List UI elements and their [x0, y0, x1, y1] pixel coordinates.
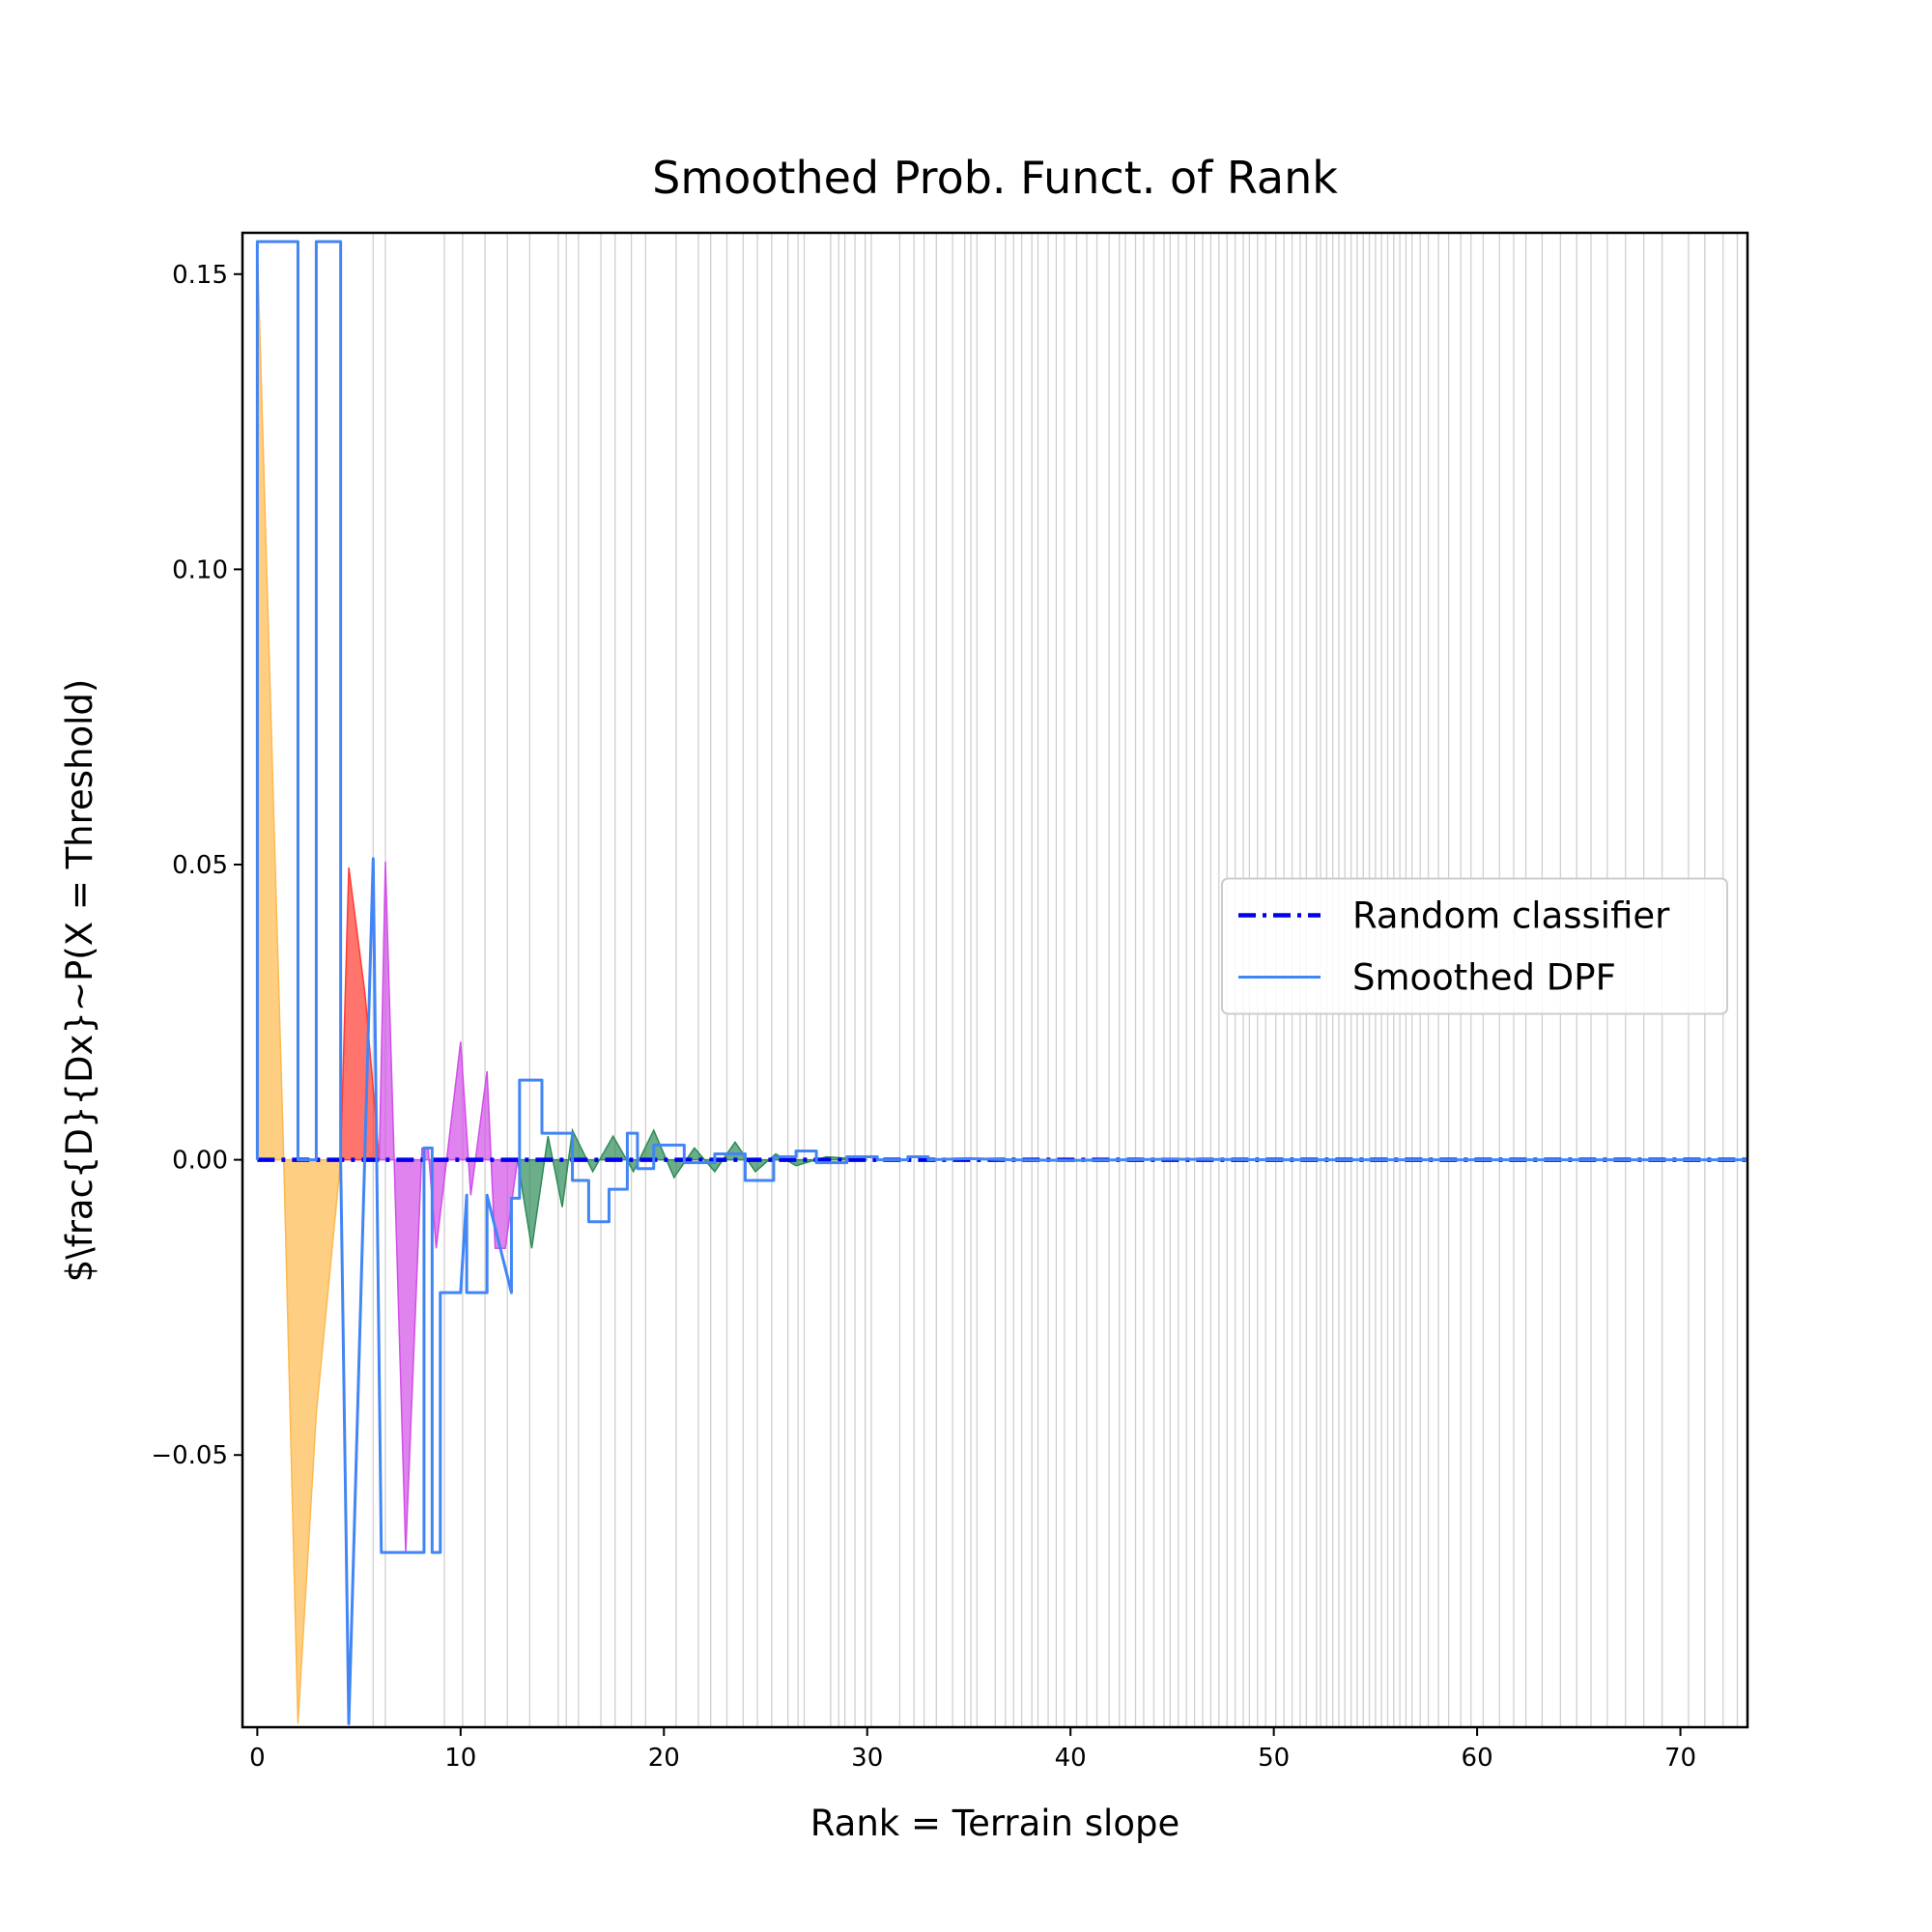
- y-tick-label: 0.15: [172, 261, 228, 290]
- legend-label: Random classifier: [1352, 895, 1670, 937]
- y-tick-label: −0.05: [151, 1441, 228, 1470]
- x-tick-label: 50: [1258, 1744, 1290, 1773]
- y-axis-label: $\frac{D}{Dx}~P(X = Threshold): [59, 679, 100, 1283]
- legend-box: [1221, 877, 1728, 1015]
- x-tick-label: 0: [249, 1744, 266, 1773]
- plot-frame: [241, 231, 1749, 1729]
- axes: 0 10 20 30 40 50 60 70 −0.05 0.00 0.05 0.10 0.15: [151, 261, 1696, 1773]
- x-axis-label: Rank = Terrain slope: [810, 1803, 1179, 1844]
- x-tick-label: 60: [1462, 1744, 1493, 1773]
- series-line: [255, 240, 1747, 1725]
- y-tick-label: 0.10: [172, 555, 228, 584]
- fill-area: [516, 1127, 867, 1249]
- y-tick-label: 0.05: [172, 851, 228, 880]
- x-tick-label: 30: [851, 1744, 883, 1773]
- x-tick-label: 70: [1664, 1744, 1696, 1773]
- legend: Random classifier Smoothed DPF: [1221, 877, 1728, 1015]
- y-tick-label: 0.00: [172, 1147, 228, 1176]
- legend-label: Smoothed DPF: [1352, 957, 1616, 999]
- x-tick-label: 10: [444, 1744, 476, 1773]
- chart-title: Smoothed Prob. Funct. of Rank: [652, 152, 1338, 204]
- x-tick-label: 20: [648, 1744, 680, 1773]
- fill-area: [378, 861, 519, 1553]
- x-tick-label: 40: [1055, 1744, 1087, 1773]
